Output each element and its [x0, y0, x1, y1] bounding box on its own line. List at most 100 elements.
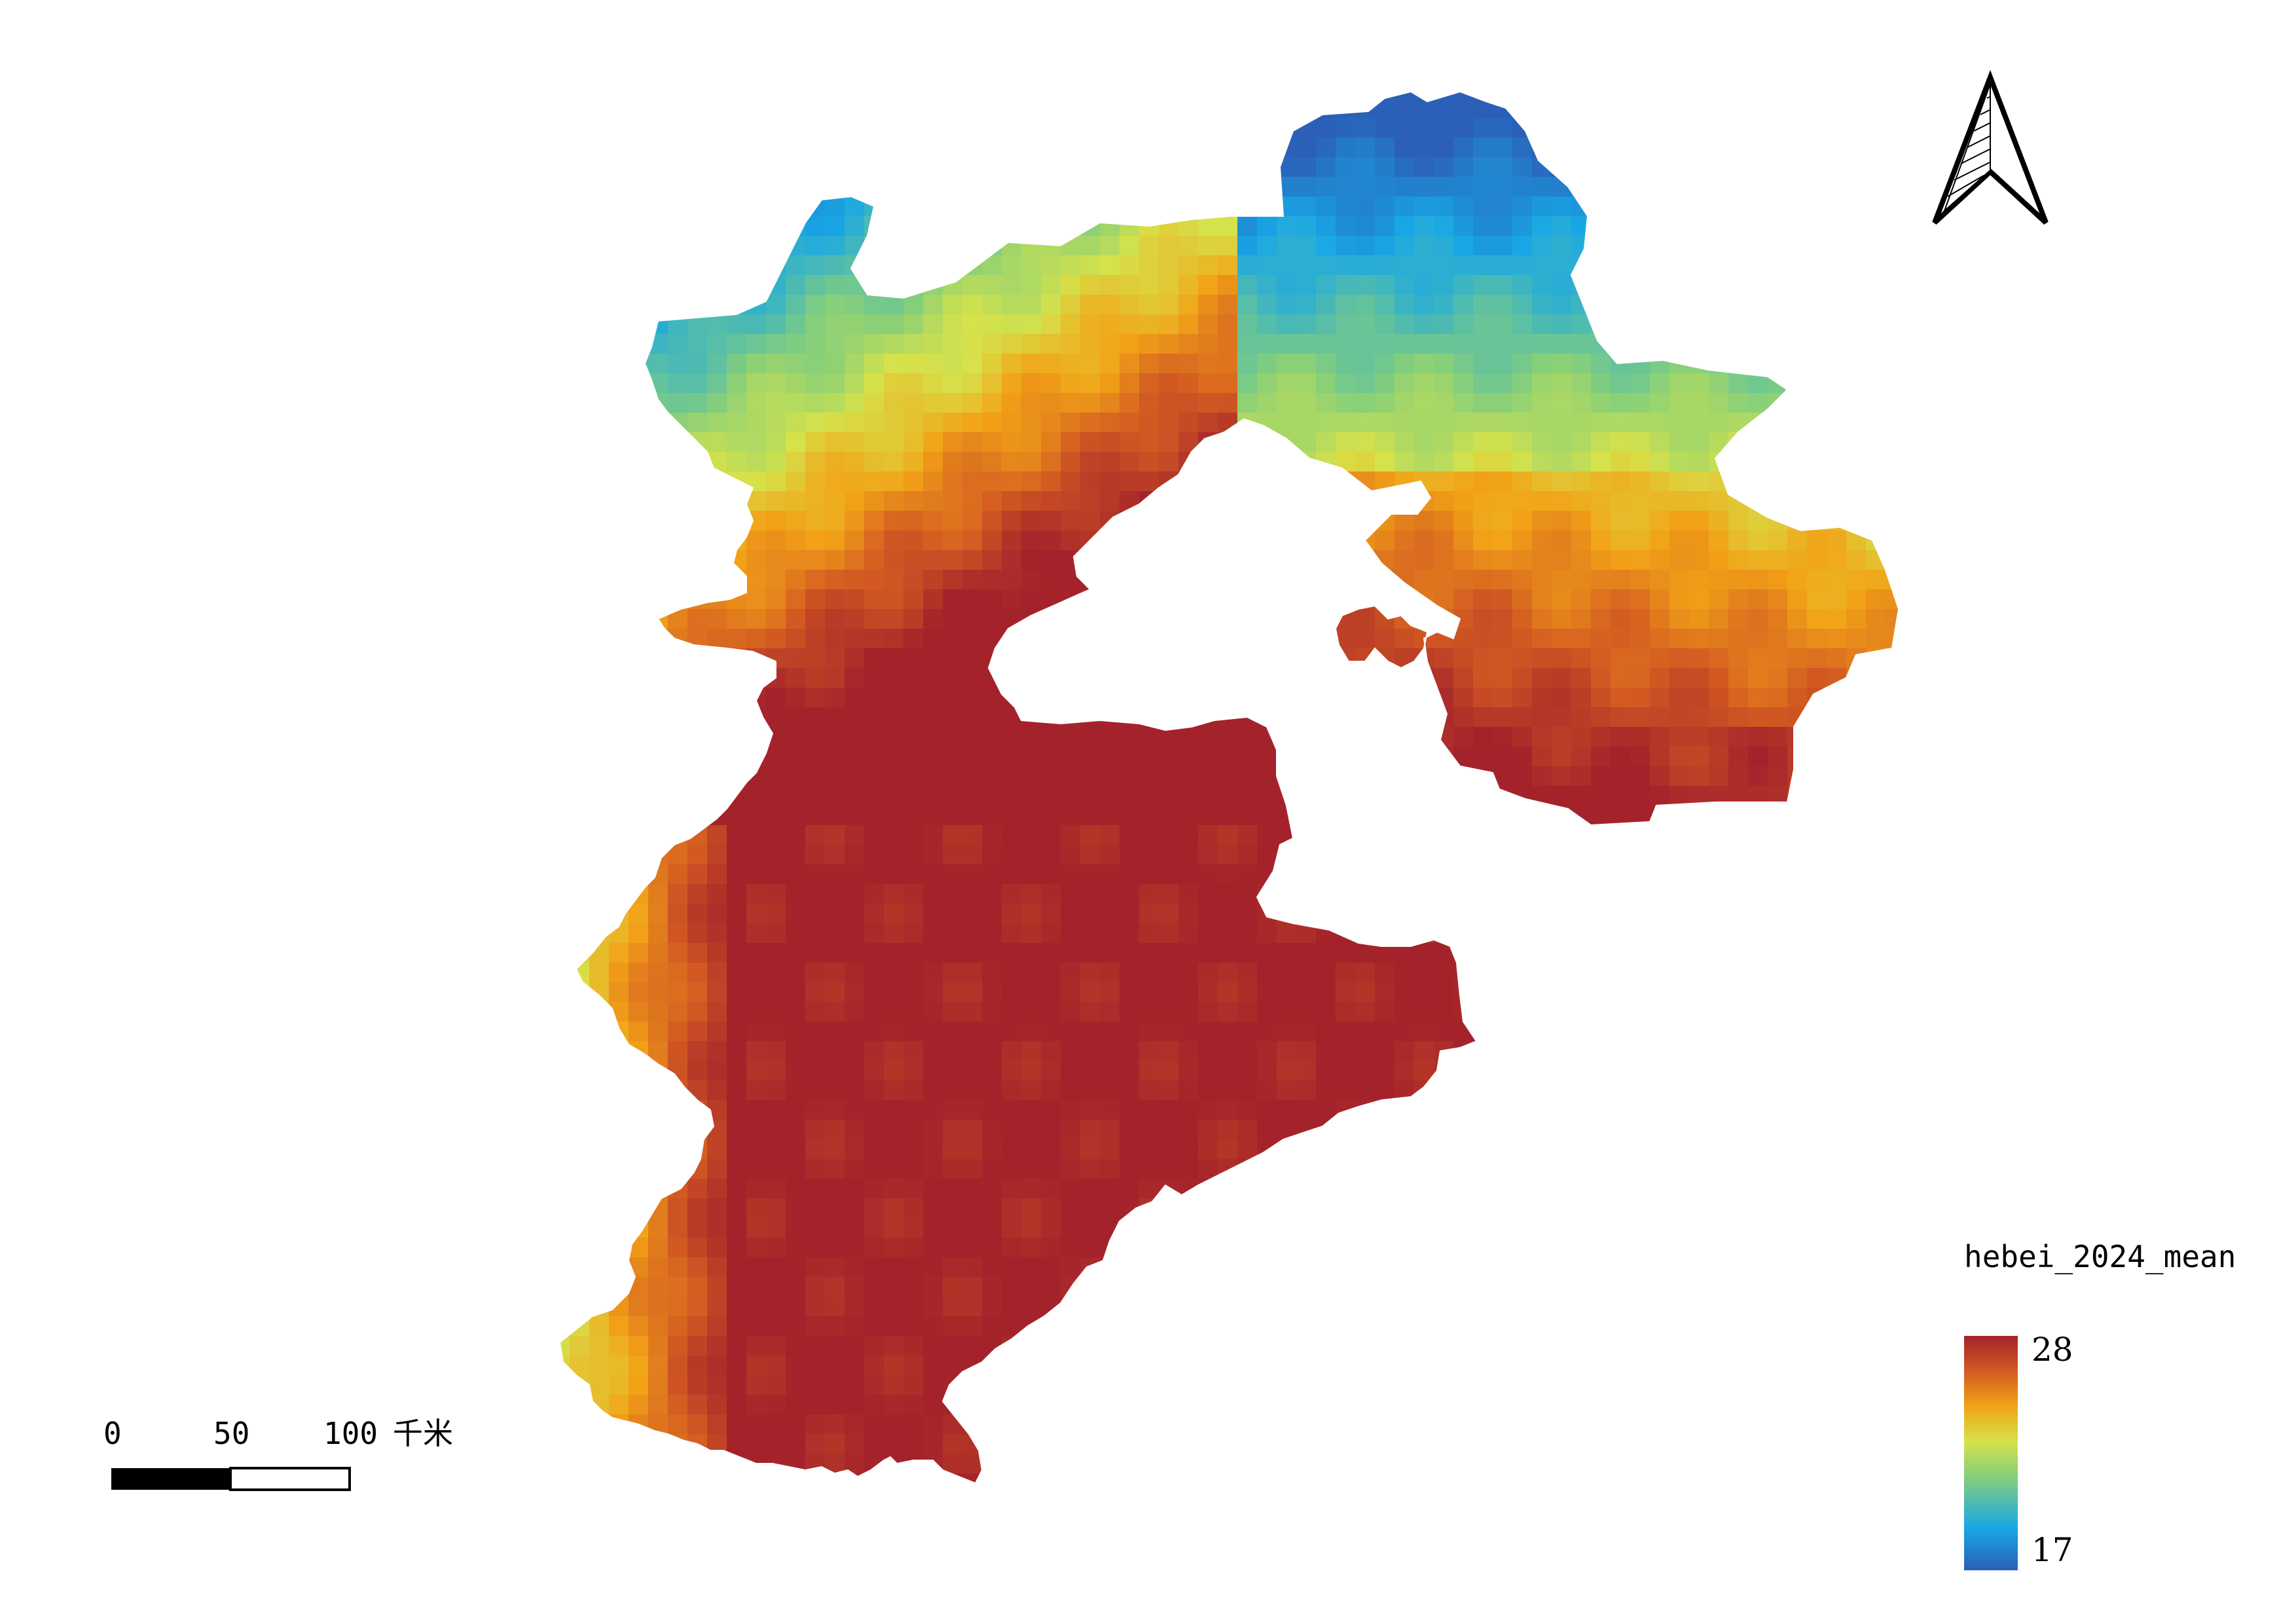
raster-cell [1414, 1414, 1434, 1435]
raster-cell [903, 570, 924, 590]
raster-cell [1512, 904, 1533, 924]
raster-cell [1237, 216, 1258, 236]
raster-cell [1473, 1120, 1493, 1140]
raster-cell [1669, 373, 1690, 394]
raster-cell [1355, 255, 1376, 276]
raster-cell [1709, 727, 1729, 747]
raster-cell [1630, 1080, 1650, 1101]
raster-cell [746, 609, 767, 629]
raster-cell [1336, 1238, 1356, 1258]
raster-cell [1650, 1061, 1670, 1081]
raster-cell [766, 236, 786, 256]
raster-cell [1355, 432, 1376, 452]
raster-cell [1886, 1139, 1899, 1160]
raster-cell [1178, 982, 1199, 1003]
raster-cell [1728, 196, 1749, 217]
raster-cell [1827, 1257, 1847, 1278]
raster-cell [609, 1179, 629, 1199]
raster-cell [923, 1414, 943, 1435]
raster-cell [1100, 157, 1120, 177]
raster-cell [962, 589, 983, 610]
raster-cell [962, 118, 983, 138]
raster-cell [1807, 1356, 1827, 1376]
raster-cell [1041, 1316, 1061, 1337]
raster-cell [1414, 904, 1434, 924]
raster-cell [1296, 413, 1317, 433]
raster-cell [1002, 1041, 1022, 1061]
raster-cell [1120, 275, 1140, 295]
raster-cell [1120, 609, 1140, 629]
raster-cell [1277, 511, 1297, 531]
raster-cell [1434, 609, 1454, 629]
raster-cell [1669, 1002, 1690, 1022]
raster-cell [1139, 118, 1159, 138]
raster-cell [1355, 1080, 1376, 1101]
raster-cell [1041, 275, 1061, 295]
raster-cell [1355, 766, 1376, 786]
raster-cell [1237, 589, 1258, 610]
raster-cell [1630, 668, 1650, 688]
raster-cell [786, 511, 806, 531]
raster-cell [1218, 609, 1238, 629]
raster-cell [943, 982, 963, 1003]
raster-cell [707, 511, 727, 531]
raster-cell [707, 1257, 727, 1278]
raster-cell [687, 1198, 708, 1219]
raster-cell [1080, 1080, 1101, 1101]
raster-cell [609, 1316, 629, 1337]
raster-cell [1257, 1277, 1277, 1297]
raster-cell [1493, 629, 1513, 649]
raster-cell [962, 255, 983, 276]
raster-cell [805, 963, 826, 983]
raster-cell [1807, 1375, 1827, 1395]
raster-cell [962, 393, 983, 413]
raster-cell [1571, 1356, 1592, 1376]
raster-cell [1198, 530, 1218, 551]
raster-cell [629, 177, 649, 197]
raster-cell [1886, 354, 1899, 374]
raster-cell [609, 177, 629, 197]
raster-cell [560, 707, 570, 728]
raster-cell [1257, 609, 1277, 629]
raster-cell [943, 373, 963, 394]
raster-cell [884, 1041, 904, 1061]
raster-cell [1355, 216, 1376, 236]
raster-cell [1100, 884, 1120, 904]
raster-cell [1886, 1061, 1899, 1081]
raster-cell [1159, 1414, 1179, 1435]
raster-cell [1453, 393, 1474, 413]
raster-cell [1061, 1041, 1081, 1061]
raster-cell [589, 138, 610, 158]
raster-cell [1277, 255, 1297, 276]
raster-cell [805, 491, 826, 511]
raster-cell [746, 1179, 767, 1199]
raster-cell [1669, 570, 1690, 590]
raster-cell [1787, 688, 1808, 708]
raster-cell [687, 786, 708, 806]
raster-cell [1002, 1414, 1022, 1435]
raster-cell [746, 413, 767, 433]
raster-cell [962, 177, 983, 197]
raster-cell [1198, 1080, 1218, 1101]
raster-cell [1591, 1139, 1611, 1160]
raster-cell [982, 314, 1002, 335]
raster-cell [1689, 884, 1709, 904]
raster-cell [1120, 1159, 1140, 1179]
raster-cell [1453, 196, 1474, 217]
raster-cell [962, 530, 983, 551]
raster-cell [1905, 1316, 1925, 1337]
raster-cell [1552, 963, 1572, 983]
raster-cell [629, 1041, 649, 1061]
raster-cell [1080, 747, 1101, 767]
raster-cell [1139, 609, 1159, 629]
raster-cell [1532, 1395, 1552, 1415]
raster-cell [825, 138, 845, 158]
raster-cell [884, 1238, 904, 1258]
raster-cell [1434, 354, 1454, 374]
raster-cell [1591, 275, 1611, 295]
raster-cell [1807, 1061, 1827, 1081]
raster-cell [923, 1257, 943, 1278]
raster-cell [1689, 275, 1709, 295]
raster-cell [1021, 1041, 1042, 1061]
raster-cell [1080, 1100, 1101, 1120]
